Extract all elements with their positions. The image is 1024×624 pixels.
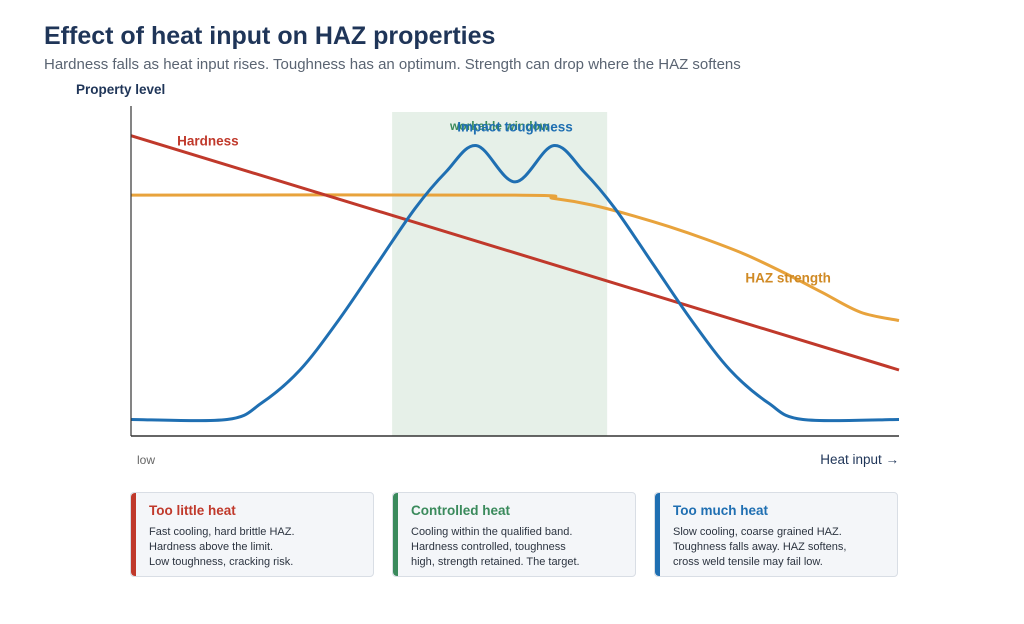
card-line: Slow cooling, coarse grained HAZ. xyxy=(673,526,842,538)
card-accent-bar xyxy=(131,493,136,576)
card-body: Cooling within the qualified band. Hardn… xyxy=(411,525,625,570)
card-line: high, strength retained. The target. xyxy=(411,556,580,568)
y-axis-label: Property level xyxy=(76,82,166,97)
series-layer xyxy=(130,134,900,423)
card-line: Low toughness, cracking risk. xyxy=(149,556,294,568)
card-controlled-heat: Controlled heat Cooling within the quali… xyxy=(392,492,636,577)
x-axis-label: Heat input → xyxy=(820,452,899,467)
card-accent-bar xyxy=(393,493,398,576)
card-line: Cooling within the qualified band. xyxy=(411,526,573,538)
card-line: Hardness controlled, toughness xyxy=(411,541,566,553)
workable-window-label: workable window xyxy=(449,119,550,133)
series-label-hardness: Hardness xyxy=(177,133,239,148)
card-body: Fast cooling, hard brittle HAZ. Hardness… xyxy=(149,525,363,570)
chart-title: Effect of heat input on HAZ properties xyxy=(44,22,496,50)
series-label-haz-strength: HAZ strength xyxy=(745,271,831,286)
card-line: Fast cooling, hard brittle HAZ. xyxy=(149,526,295,538)
card-too-much-heat: Too much heat Slow cooling, coarse grain… xyxy=(654,492,898,577)
card-line: cross weld tensile may fail low. xyxy=(673,556,823,568)
chart-subtitle: Hardness falls as heat input rises. Toug… xyxy=(44,56,741,73)
card-too-little-heat: Too little heat Fast cooling, hard britt… xyxy=(130,492,374,577)
series-line-impact-toughness xyxy=(130,144,900,423)
card-line: Hardness above the limit. xyxy=(149,541,274,553)
card-title: Too much heat xyxy=(673,503,769,518)
card-title: Too little heat xyxy=(149,503,236,518)
series-label-impact-toughness: Impact toughness xyxy=(457,120,573,135)
card-accent-bar xyxy=(655,493,660,576)
card-body: Slow cooling, coarse grained HAZ. Toughn… xyxy=(673,525,887,570)
workable-window-band xyxy=(392,112,608,436)
series-line-haz-strength xyxy=(130,193,900,322)
x-tick-low: low xyxy=(137,453,155,467)
card-title: Controlled heat xyxy=(411,503,511,518)
series-line-hardness xyxy=(130,134,900,372)
card-line: Toughness falls away. HAZ softens, xyxy=(673,541,847,553)
